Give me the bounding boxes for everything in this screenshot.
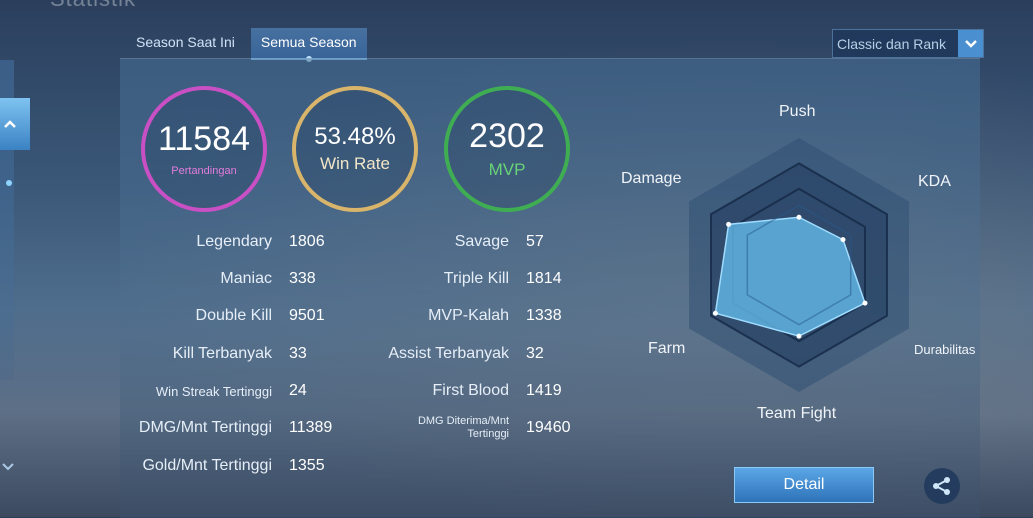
- radar-inner-ring: [746, 204, 852, 326]
- radar-point-farm: [712, 310, 718, 316]
- stat-value: 338: [289, 270, 316, 287]
- radar-label-durabilitas: Durabilitas: [914, 342, 976, 357]
- stat-label: DMG Diterima/Mnt Tertinggi: [417, 415, 509, 440]
- radar-label-damage: Damage: [621, 170, 682, 187]
- radar-point-team-fight: [796, 333, 802, 339]
- stat-value: 9501: [289, 307, 325, 324]
- radar-label-farm: Farm: [648, 340, 686, 357]
- stat-value: 24: [289, 382, 307, 399]
- stat-value: 1338: [526, 307, 562, 324]
- chevron-up-icon: [4, 120, 16, 128]
- radar-point-kda: [840, 237, 846, 243]
- stat-value: 32: [526, 345, 544, 362]
- radar-chart: [689, 138, 909, 392]
- page-title: Statistik: [50, 0, 136, 12]
- stat-label: MVP-Kalah: [428, 307, 509, 324]
- detail-button[interactable]: Detail: [734, 467, 874, 503]
- stat-label: Kill Terbanyak: [172, 345, 272, 362]
- stat-value: 19460: [526, 419, 571, 436]
- stat-label: Triple Kill: [443, 270, 509, 287]
- stat-label: Gold/Mnt Tertinggi: [142, 457, 272, 474]
- matches-label: Pertandingan: [171, 164, 237, 177]
- winrate-circle: 53.48% Win Rate: [292, 86, 418, 212]
- radar-label-kda: KDA: [918, 173, 951, 190]
- radar-label-push: Push: [779, 103, 816, 120]
- mvp-circle: 2302 MVP: [444, 86, 570, 212]
- stat-value: 11389: [289, 419, 333, 436]
- radar-point-durabilitas: [862, 300, 868, 306]
- stat-label: First Blood: [432, 382, 509, 399]
- tab-current-season[interactable]: Season Saat Ini: [136, 34, 235, 50]
- stat-value: 1355: [289, 457, 325, 474]
- tab-all-seasons[interactable]: Semua Season: [250, 28, 367, 62]
- matches-value: 11584: [157, 120, 251, 159]
- radar-label-teamfight: Team Fight: [757, 405, 837, 422]
- stat-value: 1806: [289, 233, 325, 250]
- stat-label: DMG/Mnt Tertinggi: [138, 419, 272, 436]
- radar-point-push: [796, 214, 802, 220]
- matches-circle: 11584 Pertandingan: [141, 86, 267, 212]
- radar-point-damage: [726, 221, 732, 227]
- mvp-value: 2302: [469, 117, 545, 156]
- dropdown-toggle[interactable]: [958, 30, 983, 57]
- mvp-label: MVP: [488, 159, 526, 179]
- side-indicator: [6, 180, 12, 186]
- stat-label: Win Streak Tertinggi: [155, 384, 272, 399]
- stat-value: 57: [526, 233, 544, 250]
- season-tabs: Season Saat Ini Semua Season: [126, 28, 373, 62]
- stat-value: 1419: [526, 382, 562, 399]
- stat-label: Legendary: [196, 233, 272, 250]
- mode-dropdown-value: Classic dan Rank: [837, 35, 946, 52]
- side-collapse-button[interactable]: [0, 98, 30, 150]
- stat-value: 33: [289, 345, 307, 362]
- stat-label: Savage: [454, 233, 509, 250]
- share-icon: [933, 477, 950, 495]
- side-scroll-down[interactable]: [2, 458, 14, 474]
- stat-label: Assist Terbanyak: [388, 345, 509, 362]
- winrate-label: Win Rate: [320, 154, 390, 174]
- share-button[interactable]: [924, 468, 960, 504]
- stat-value: 1814: [526, 270, 562, 287]
- chevron-down-icon: [2, 463, 14, 471]
- stat-label: Maniac: [220, 270, 272, 287]
- winrate-value: 53.48%: [314, 122, 396, 150]
- mode-dropdown[interactable]: Classic dan Rank: [832, 29, 984, 58]
- chevron-down-icon: [964, 39, 977, 48]
- stat-label: Double Kill: [195, 307, 272, 324]
